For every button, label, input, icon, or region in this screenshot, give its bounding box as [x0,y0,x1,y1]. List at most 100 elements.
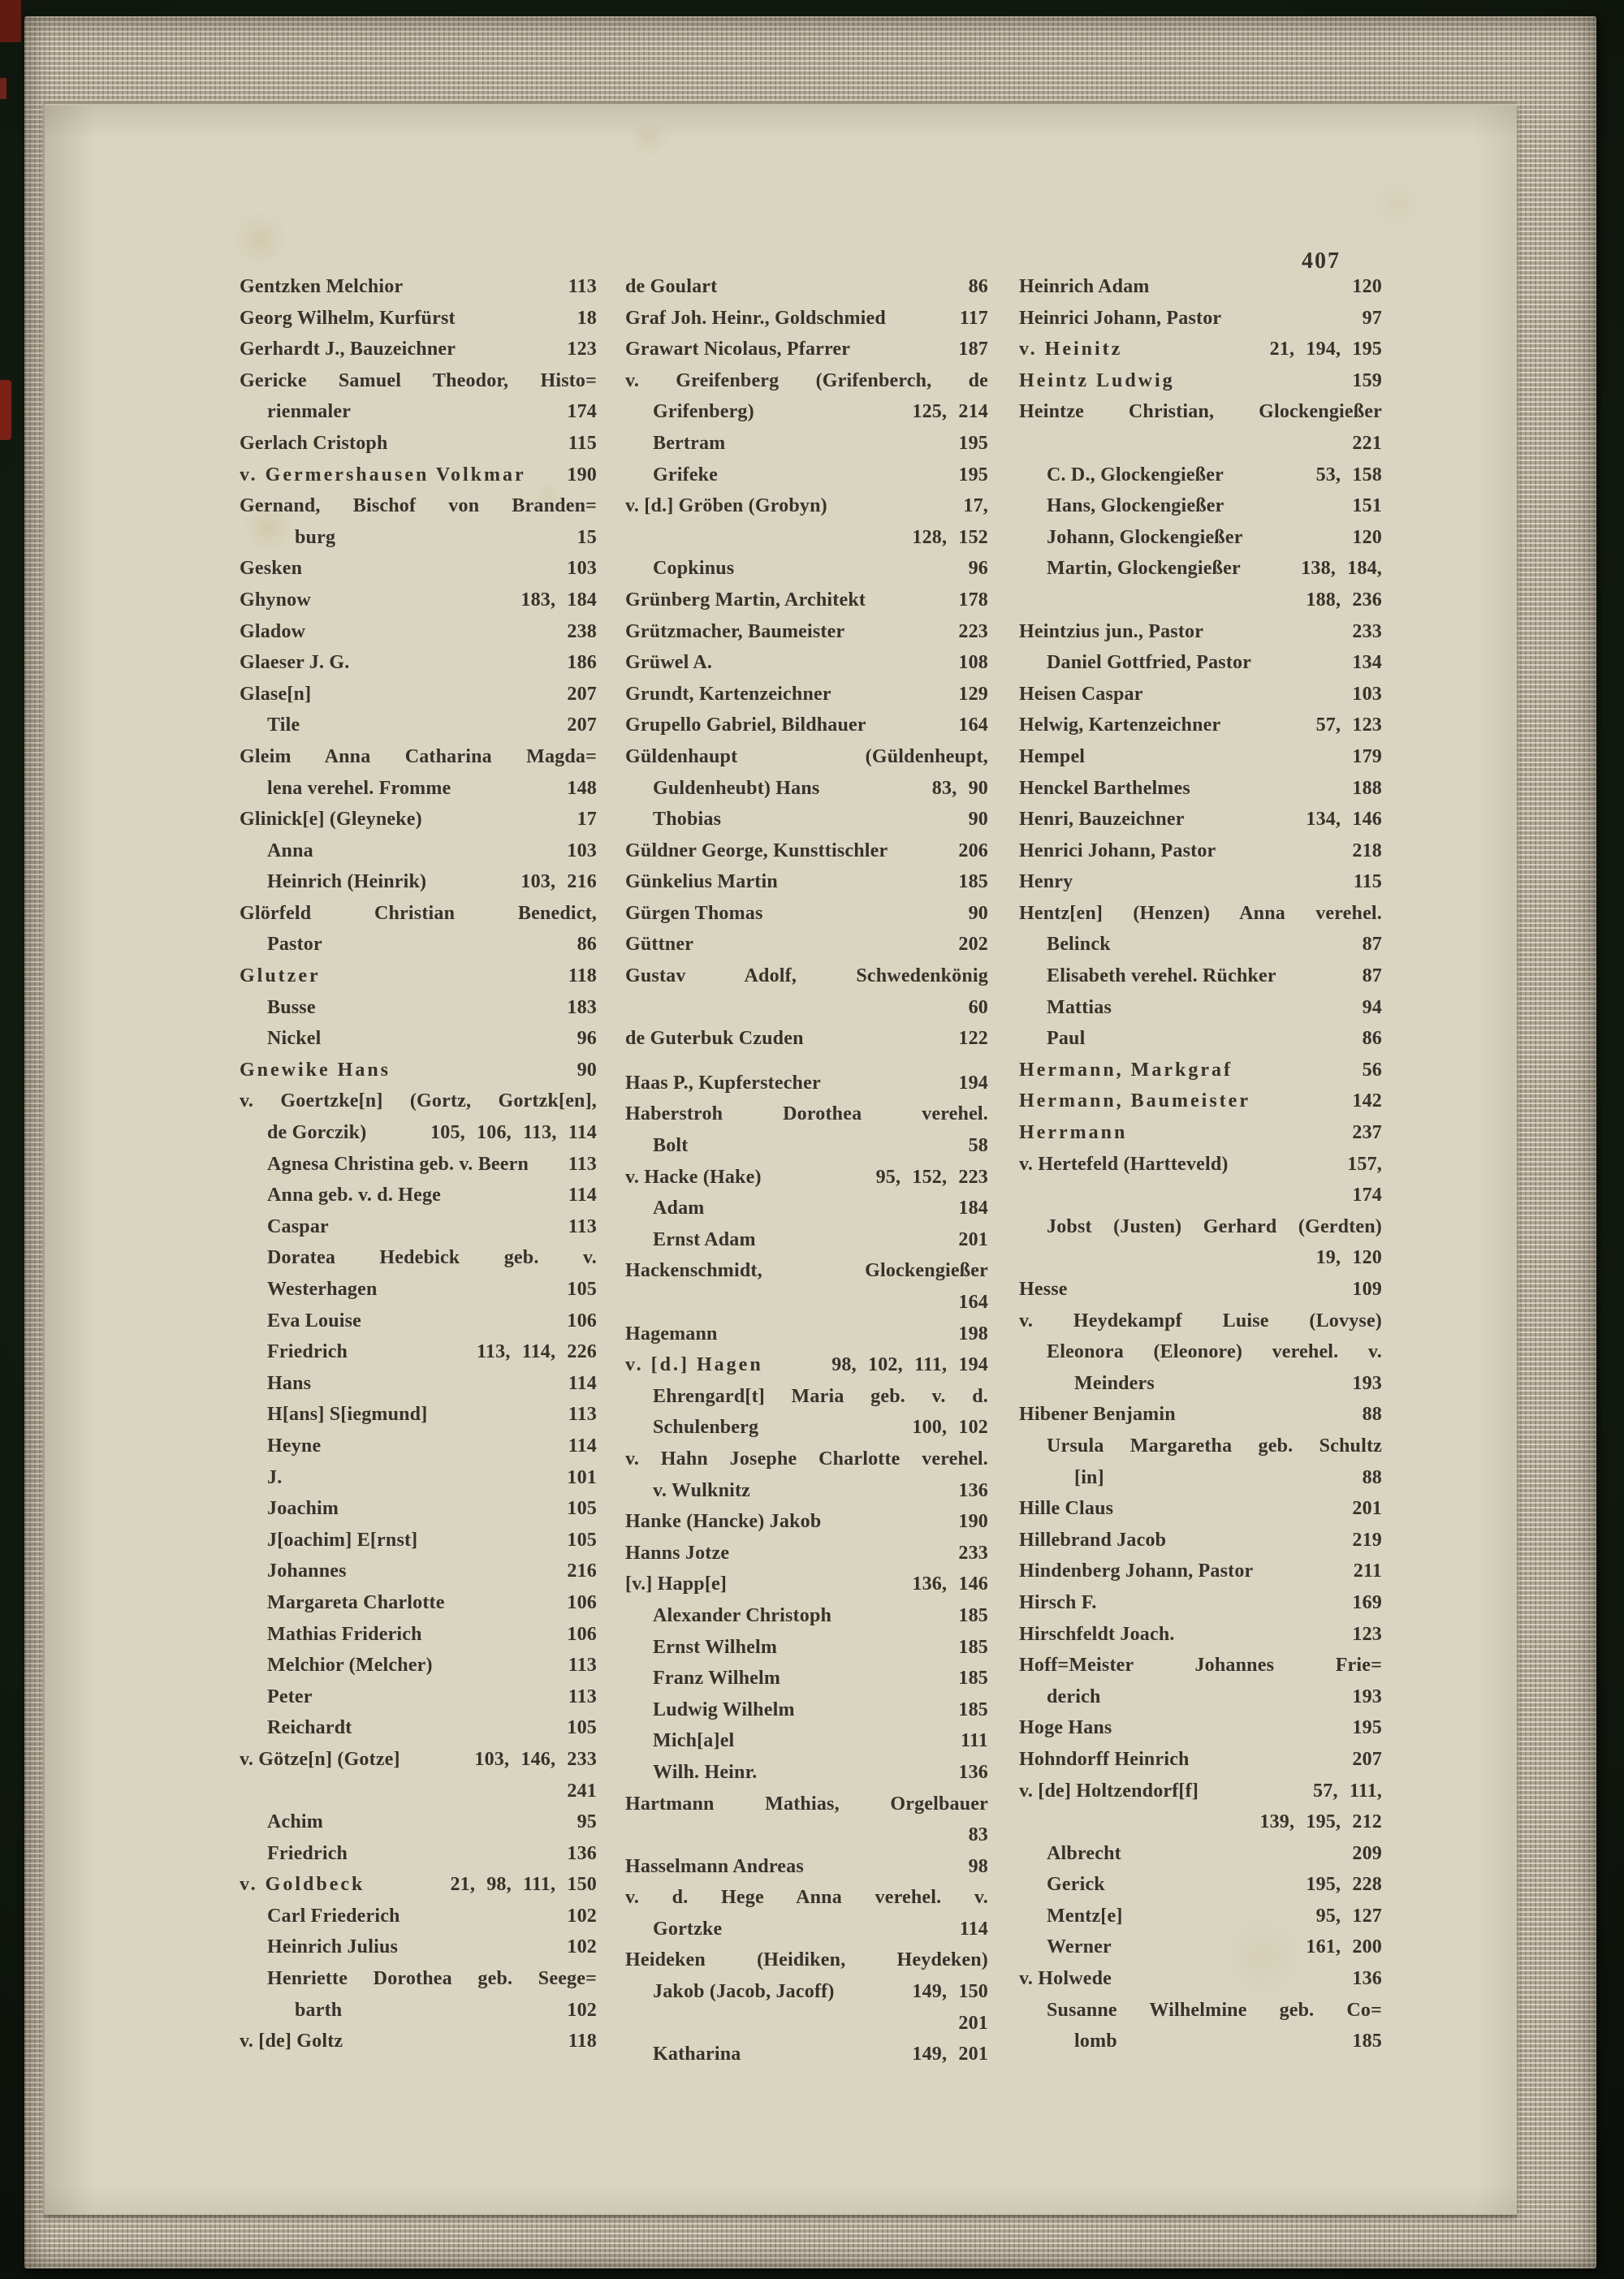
entry-pages: 188 [1352,777,1382,799]
entry-name: Haas P., Kupferstecher [625,1072,821,1094]
entry-name: Hagemann [625,1323,718,1345]
entry-name: Hille Claus [1019,1498,1114,1520]
entry-name: Thobias [653,809,722,831]
entry-pages: 202 [958,934,988,956]
entry-pages: 195 [958,464,988,486]
entry-pages: 90 [577,1059,597,1081]
entry-pages: 169 [1352,1591,1382,1613]
entry-name: Hohndorff Heinrich [1019,1748,1190,1770]
entry-name: Heyne [267,1435,322,1457]
index-entry: Meinders 193 [1019,1368,1382,1400]
entry-pages: 56 [1362,1059,1382,1081]
entry-name: Gentzken Melchior [240,276,404,297]
index-entry: Grützmacher, Baumeister 223 [625,616,988,648]
entry-pages: 113 [568,1153,597,1175]
entry-pages: 57, 111, [1313,1780,1382,1802]
entry-pages: 86 [577,934,597,956]
entry-name: Busse [267,996,316,1018]
entry-name: v. Goertzke[n] (Gortz, Gortzk[en], [240,1090,597,1112]
entry-pages: 164 [958,714,988,736]
index-entry: v. Heinitz 21, 194, 195 [1019,334,1382,365]
index-entry: Peter 113 [240,1681,597,1713]
entry-name: Ludwig Wilhelm [653,1698,795,1720]
entry-name: Helwig, Kartenzeichner [1019,714,1221,736]
entry-name: Graf Joh. Heinr., Goldschmied [625,307,886,329]
index-entry: Güldner George, Kunsttischler 206 [625,835,988,867]
entry-name: Henrici Johann, Pastor [1019,840,1216,861]
index-entry: derich 193 [1019,1681,1382,1713]
entry-pages: 96 [577,1028,597,1050]
entry-pages: 58 [968,1135,988,1157]
entry-name: Meinders [1074,1372,1155,1394]
entry-pages: 106 [567,1310,597,1332]
index-entry: Glinick[e] (Gleyneke) 17 [240,804,597,835]
entry-name: v. Wulknitz [653,1479,751,1501]
entry-name: Hirschfeldt Joach. [1019,1623,1175,1645]
entry-name: Haberstroh Dorothea verehel. [625,1103,988,1125]
entry-name: Hibener Benjamin [1019,1404,1176,1426]
entry-name: Günkelius Martin [625,871,778,893]
entry-name: Mich[a]el [653,1730,735,1752]
index-entry: Wilh. Heinr. 136 [625,1757,988,1789]
entry-pages: 102 [567,1999,597,2021]
entry-pages: 185 [958,1668,988,1690]
index-entry: Jobst (Justen) Gerhard (Gerdten) [1019,1211,1382,1243]
index-entry: Friedrich 113, 114, 226 [240,1336,597,1368]
entry-pages: 186 [567,652,597,674]
index-entry: Hirsch F. 169 [1019,1587,1382,1619]
entry-name: Hasselmann Andreas [625,1855,804,1877]
index-entry: Ernst Adam 201 [625,1224,988,1256]
entry-pages: 102 [567,1936,597,1958]
entry-pages: 17 [577,809,597,831]
entry-pages: 103, 216 [520,871,597,893]
entry-name: Bolt [653,1135,689,1157]
entry-name: Heinrich Adam [1019,276,1150,297]
entry-name: Grifenberg) [653,401,754,423]
index-entry: v. Goldbeck 21, 98, 111, 150 [240,1869,597,1901]
entry-pages: 136, 146 [912,1573,988,1595]
index-entry: Margareta Charlotte 106 [240,1587,597,1619]
index-entry: Busse 183 [240,992,597,1024]
index-entry: Heintzius jun., Pastor 233 [1019,616,1382,648]
entry-name: Grifeke [653,464,719,486]
index-entry: v. Goertzke[n] (Gortz, Gortzk[en], [240,1086,597,1117]
entry-pages: 103 [567,840,597,861]
index-entry: Günkelius Martin 185 [625,866,988,898]
entry-pages: 184 [958,1198,988,1219]
entry-pages: 190 [958,1511,988,1533]
index-entry: 139, 195, 212 [1019,1806,1382,1838]
index-entry: de Gorczik) 105, 106, 113, 114 [240,1117,597,1149]
entry-name: Friedrich [267,1842,348,1864]
index-entry: v. Germershausen Volkmar 190 [240,460,597,491]
index-entry: Hibener Benjamin 88 [1019,1399,1382,1431]
entry-pages: 103 [567,558,597,580]
entry-name: Hindenberg Johann, Pastor [1019,1560,1254,1582]
entry-name: Hoge Hans [1019,1717,1112,1739]
entry-pages: 122 [958,1028,988,1050]
entry-pages: 17, [963,495,988,517]
entry-name: Hermann, Baumeister [1019,1090,1250,1112]
index-entry: Gladow 238 [240,616,597,648]
index-entry: 19, 120 [1019,1242,1382,1274]
entry-name: Grundt, Kartenzeichner [625,683,831,705]
index-entry: v. [de] Goltz 118 [240,2026,597,2057]
entry-pages: 117 [959,307,988,329]
entry-pages: 105 [567,1498,597,1520]
index-entry: Hesse 109 [1019,1274,1382,1306]
entry-name: v. [d.] Gröben (Grobyn) [625,495,827,517]
entry-pages: 159 [1352,369,1382,391]
entry-pages: 114 [568,1185,597,1206]
entry-name: Heinrici Johann, Pastor [1019,307,1222,329]
index-entry: Alexander Christoph 185 [625,1600,988,1632]
entry-name: Joachim [267,1498,339,1520]
index-entry: Grüwel A. 108 [625,647,988,679]
entry-name: Henckel Barthelmes [1019,777,1190,799]
entry-name: lomb [1074,2031,1117,2052]
entry-name: Jakob (Jacob, Jacoff) [653,1981,835,2003]
index-entry: Haas P., Kupferstecher 194 [625,1068,988,1099]
entry-pages: 111 [961,1730,988,1752]
entry-name: v. [de] Holtzendorf[f] [1019,1780,1199,1802]
entry-name: Katharina [653,2044,741,2065]
entry-pages: 123 [567,339,597,360]
entry-name: [in] [1074,1466,1104,1488]
